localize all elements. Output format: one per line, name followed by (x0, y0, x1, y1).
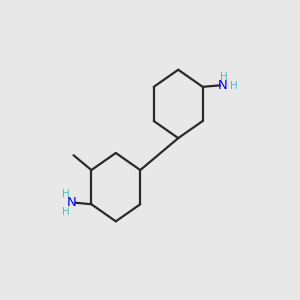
Text: H: H (61, 189, 69, 200)
Text: H: H (220, 72, 228, 82)
Text: N: N (218, 80, 228, 92)
Text: N: N (67, 196, 77, 209)
Text: H: H (61, 207, 69, 217)
Text: H: H (230, 81, 238, 91)
